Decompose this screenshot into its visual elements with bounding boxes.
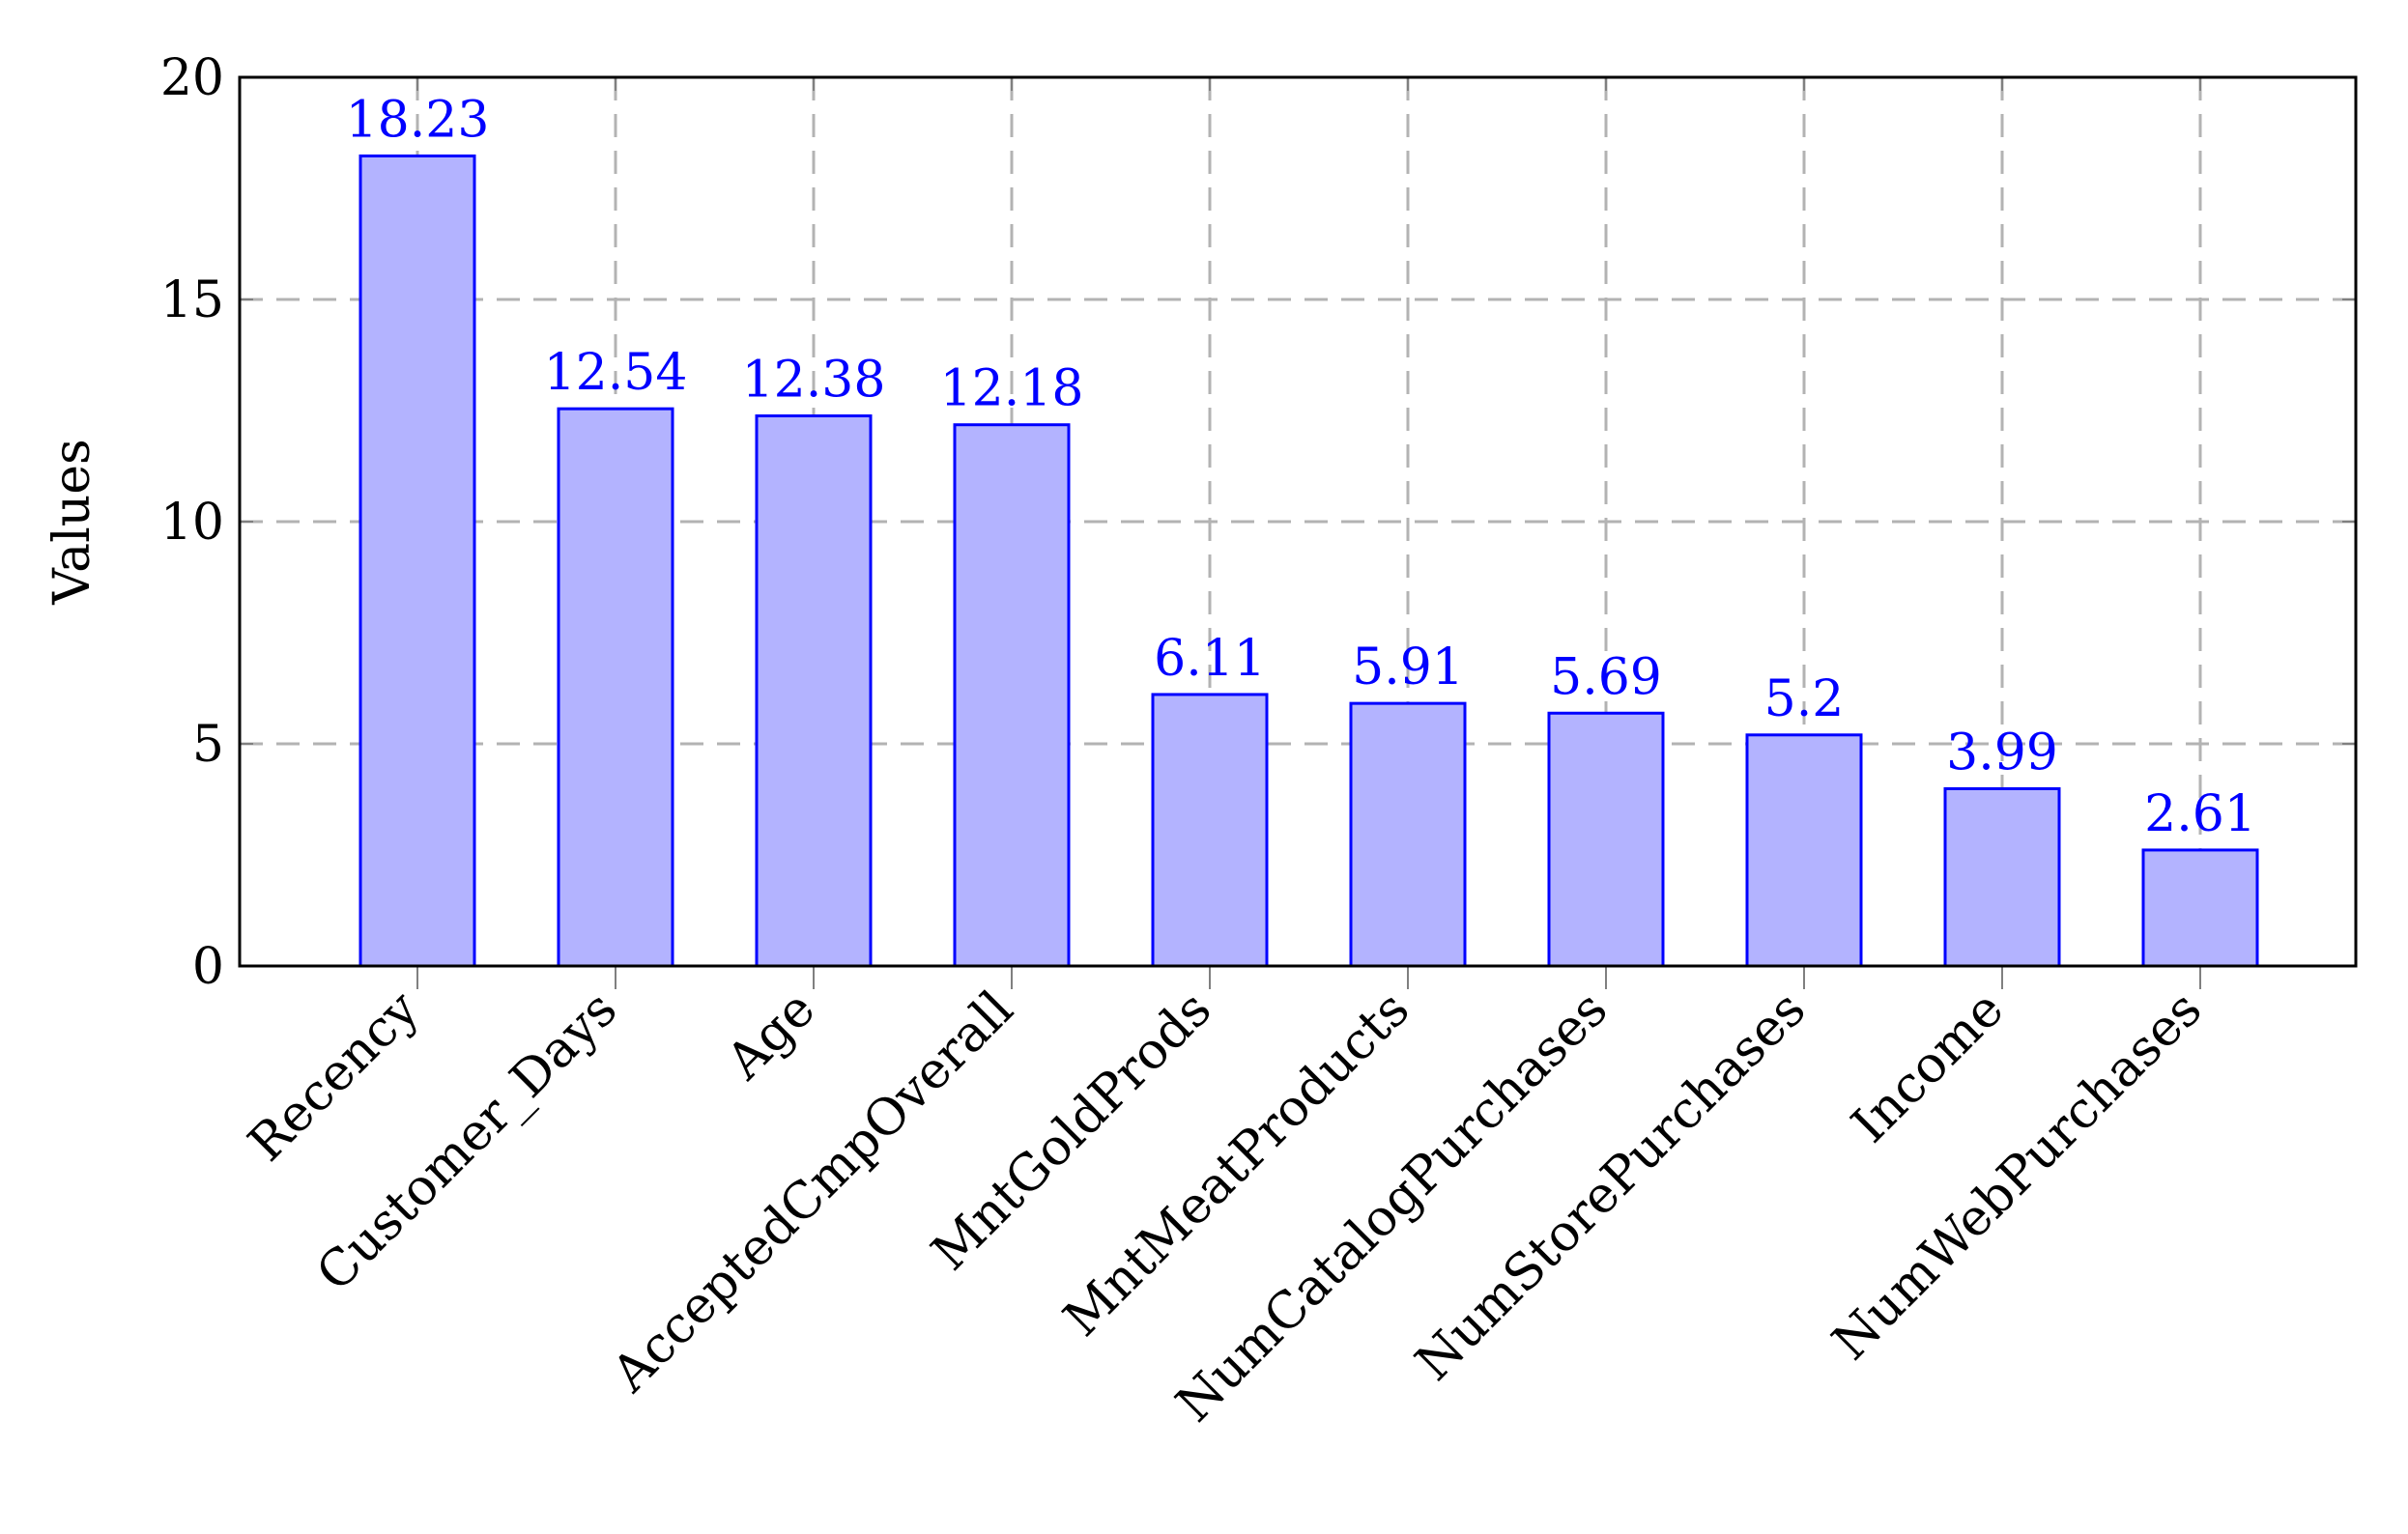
data-label: 5.2	[1764, 670, 1845, 728]
bar-numcatalogpurchases	[1547, 711, 1665, 968]
y-tick-label: 10	[160, 494, 224, 552]
data-label: 6.11	[1154, 630, 1266, 688]
data-label: 12.18	[940, 360, 1084, 418]
data-label: 5.91	[1352, 639, 1464, 696]
bar-numstorepurchases	[1745, 733, 1863, 968]
plot-frame	[238, 75, 2358, 968]
y-tick-label: 15	[160, 271, 224, 329]
bar-layer	[358, 154, 2259, 968]
data-labels: 18.23 12.54 12.38 12.18 6.11 5.91 5.69 5.2 3.99 2…	[346, 91, 2256, 843]
y-tick-label: 0	[192, 938, 224, 996]
y-tick-label: 5	[192, 716, 224, 774]
data-label: 3.99	[1946, 724, 2058, 781]
data-label: 12.54	[544, 344, 688, 402]
x-tick-label: NumWebPurchases	[1821, 980, 2213, 1372]
bar-customer-days	[557, 407, 674, 968]
bar-age	[755, 414, 873, 968]
bar-recency	[358, 154, 476, 968]
data-label: 5.69	[1550, 648, 1662, 706]
x-tick-label: Recency	[238, 980, 431, 1173]
x-tick-label: Age	[715, 980, 826, 1092]
y-tick-label: 20	[160, 49, 224, 107]
bar-numwebpurchases	[2141, 848, 2259, 968]
x-tick-label: Income	[1841, 980, 2015, 1154]
bar-mntmeatproducts	[1349, 701, 1467, 968]
data-label: 2.61	[2144, 785, 2256, 843]
bar-acceptedcmpoverall	[953, 423, 1071, 968]
x-tick-label: MntMeatProducts	[1053, 980, 1421, 1349]
x-tick-label: NumStorePurchases	[1405, 980, 1817, 1392]
bar-income	[1943, 786, 2061, 968]
y-axis-label: Values	[43, 439, 101, 605]
x-tick-label: AcceptedCmpOverall	[601, 980, 1024, 1404]
data-label: 18.23	[346, 91, 490, 149]
data-label: 12.38	[742, 352, 886, 410]
y-tick-labels: 0 5 10 15 20	[160, 49, 224, 996]
bar-mntgoldprods	[1151, 693, 1269, 968]
